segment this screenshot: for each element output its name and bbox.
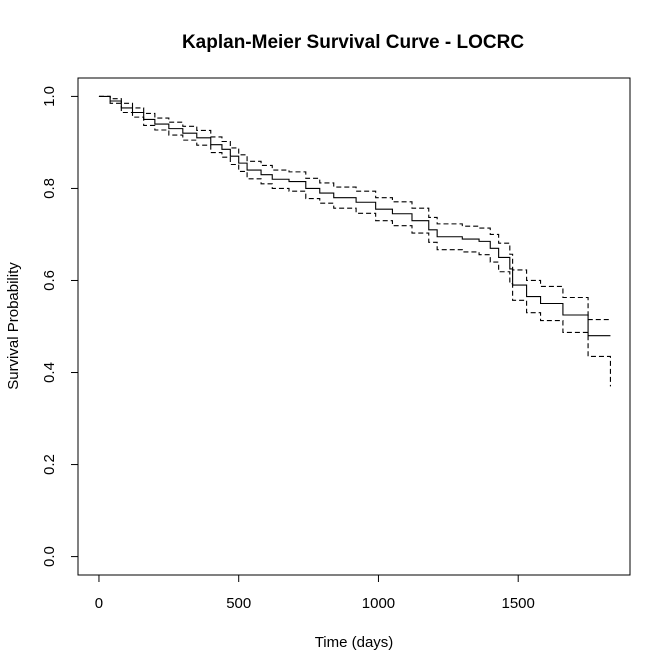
- y-tick-label: 0.0: [41, 546, 58, 567]
- plot-frame: [77, 77, 631, 576]
- upper-ci-line: [98, 95, 611, 321]
- x-tick-label: 1500: [502, 595, 535, 612]
- chart-title: Kaplan-Meier Survival Curve - LOCRC: [182, 32, 524, 53]
- x-tick-label: 1000: [362, 595, 395, 612]
- y-tick-label: 1.0: [41, 86, 58, 107]
- y-tick-label: 0.6: [41, 270, 58, 291]
- survival-estimate-line: [98, 95, 611, 337]
- x-axis-label: Time (days): [315, 634, 394, 651]
- x-tick-label: 0: [95, 595, 103, 612]
- y-tick-label: 0.4: [41, 362, 58, 383]
- x-axis: 0 500 1000 1500: [95, 574, 535, 612]
- y-tick-label: 0.8: [41, 178, 58, 199]
- x-tick-label: 500: [226, 595, 251, 612]
- y-tick-label: 0.2: [41, 454, 58, 475]
- series-layer: [98, 95, 611, 387]
- lower-ci-line: [98, 95, 611, 387]
- y-axis: 0.0 0.2 0.4 0.6 0.8 1.0: [41, 86, 79, 567]
- y-axis-label: Survival Probability: [5, 262, 22, 390]
